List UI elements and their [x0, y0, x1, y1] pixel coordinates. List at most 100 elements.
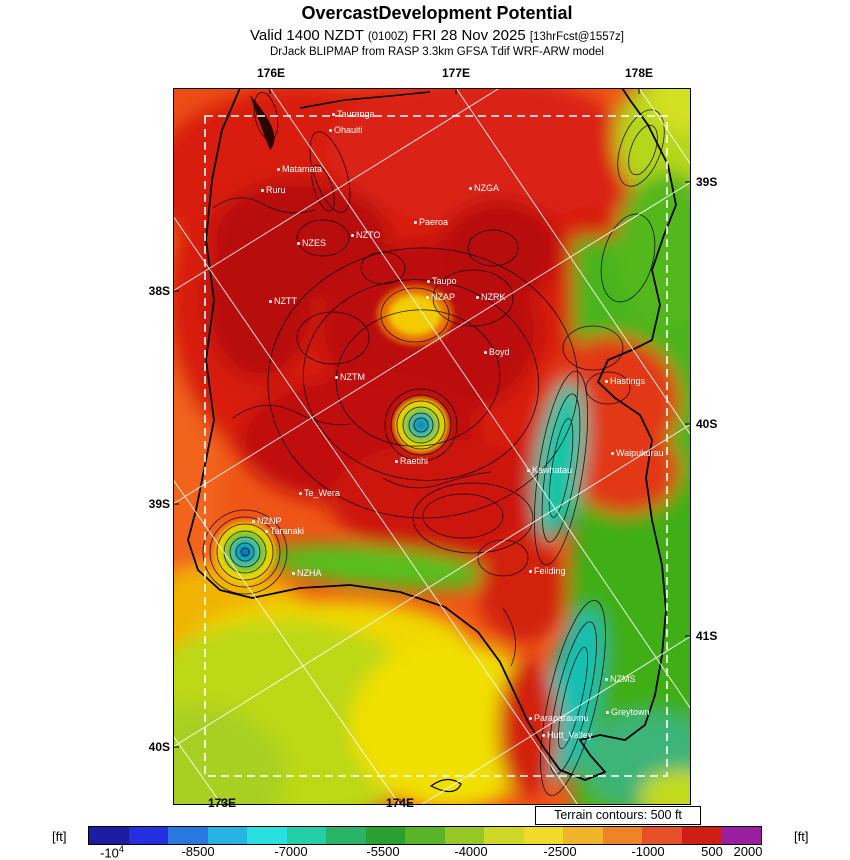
station-label: NZMS: [610, 674, 636, 684]
colorbar-tick-8: 2000: [733, 844, 763, 859]
station-label: NZHA: [297, 568, 322, 578]
tick-label-40S: 40S: [696, 417, 718, 431]
coastline: [187, 88, 677, 781]
station-label: Boyd: [489, 347, 510, 357]
station-label: NZGA: [474, 183, 500, 193]
harbour-line: [299, 91, 431, 109]
colorbar-segment-14: [642, 827, 682, 844]
station-label: Taupo: [432, 276, 457, 286]
station-dot-icon: [268, 299, 272, 303]
station-dot-icon: [264, 529, 268, 533]
map-border: [173, 88, 691, 805]
station-label: NZES: [302, 238, 327, 248]
station-label: Te_Wera: [304, 488, 340, 498]
valid-utc: (0100Z): [367, 31, 409, 43]
station-dot-icon: [610, 451, 614, 455]
station-label: Ohauiti: [334, 125, 363, 135]
valid-date: FRI 28 Nov 2025: [412, 27, 526, 44]
station-dot-icon: [468, 186, 472, 190]
station-dot-icon: [483, 350, 487, 354]
station-dot-icon: [526, 468, 530, 472]
colorbar-segment-9: [444, 827, 485, 844]
station-dot-icon: [541, 733, 545, 737]
station-dot-icon: [604, 677, 608, 681]
station-label: Feilding: [534, 566, 566, 576]
station-label: Waipukurau: [616, 448, 664, 458]
colorbar-segment-1: [128, 827, 169, 844]
tick-label-173E: 173E: [207, 796, 237, 810]
colorbar-tick-4: -4000: [454, 844, 488, 859]
mountain-cool-cores: [215, 285, 453, 582]
tick-label-174E: 174E: [385, 796, 415, 810]
colorbar-unit-left: [ft]: [52, 829, 67, 844]
station-dot-icon: [331, 112, 335, 116]
map-canvas: [173, 88, 691, 805]
fcst-info: [13hrFcst@1557z]: [529, 31, 624, 43]
graticule: [173, 88, 691, 805]
station-dot-icon: [394, 459, 398, 463]
station-label: NZTT: [274, 296, 297, 306]
terrain-contours: [202, 92, 665, 796]
colorbar-tick-0: -104: [100, 844, 124, 860]
colorbar-unit-right: [ft]: [794, 829, 809, 844]
station-label: NZRK: [481, 292, 506, 302]
tick-label-41S: 41S: [696, 629, 718, 643]
tick-label-38S: 38S: [148, 284, 170, 298]
page-title: OvercastDevelopment Potential: [301, 3, 573, 23]
station-label: Kawhatau: [532, 465, 573, 475]
station-dot-icon: [291, 571, 295, 575]
station-label: Taranaki: [270, 526, 305, 536]
station-label: Hastings: [610, 376, 646, 386]
station-dot-icon: [296, 241, 300, 245]
station-label: Tauranga: [337, 109, 375, 119]
header: OvercastDevelopment Potential Valid 1400…: [12, 3, 850, 58]
colorbar-segment-15: [681, 827, 722, 844]
station-dot-icon: [413, 220, 417, 224]
colorbar-tick-7: 500: [701, 844, 723, 859]
tick-label-40S: 40S: [148, 740, 170, 754]
station-label: Paeroa: [419, 217, 449, 227]
station-dot-icon: [528, 716, 532, 720]
station-label: NZTO: [356, 230, 381, 240]
colorbar-segment-11: [523, 827, 564, 844]
valid-line: Valid 1400 NZDT (0100Z) FRI 28 Nov 2025 …: [12, 27, 850, 44]
colorbar-segment-6: [326, 827, 366, 844]
station-label: Paraparaumu: [534, 713, 589, 723]
station-label: Hutt_Valley: [547, 730, 593, 740]
station-dot-icon: [425, 295, 429, 299]
terrain-contours-note: Terrain contours: 500 ft: [535, 806, 701, 825]
stations-layer: Tauranga Ohauiti Matamata Ruru NZGA Paeroa NZT…: [173, 88, 691, 805]
colorbar-tick-3: -5500: [366, 844, 400, 859]
station-dot-icon: [426, 279, 430, 283]
model-line: DrJack BLIPMAP from RASP 3.3km GFSA Tdif…: [269, 46, 604, 58]
overcast-potential-field: [173, 88, 691, 805]
tick-label-177E: 177E: [441, 66, 471, 80]
colorbar-segment-5: [286, 827, 327, 844]
tick-label-39S: 39S: [696, 175, 718, 189]
colorbar: [88, 826, 762, 845]
tick-label-178E: 178E: [624, 66, 654, 80]
station-label: NZTM: [340, 372, 365, 382]
station-dot-icon: [298, 491, 302, 495]
station-dot-icon: [350, 233, 354, 237]
colorbar-segment-7: [365, 827, 406, 844]
station-dot-icon: [604, 379, 608, 383]
station-label: Greytown: [611, 707, 650, 717]
colorbar-segment-4: [247, 827, 287, 844]
station-dot-icon: [528, 569, 532, 573]
coast-sliver: [250, 95, 275, 150]
colorbar-segment-2: [168, 827, 208, 844]
colorbar-segment-3: [207, 827, 248, 844]
tick-label-176E: 176E: [256, 66, 286, 80]
colorbar-segment-0: [89, 827, 129, 844]
colorbar-segment-10: [484, 827, 524, 844]
station-dot-icon: [475, 295, 479, 299]
colorbar-segment-13: [602, 827, 643, 844]
colorbar-tick-1: -8500: [181, 844, 215, 859]
colorbar-tick-6: -1000: [631, 844, 665, 859]
station-label: NZNP: [257, 516, 282, 526]
station-label: Ruru: [266, 185, 286, 195]
colorbar-segment-12: [563, 827, 603, 844]
station-label: NZAP: [431, 292, 456, 302]
